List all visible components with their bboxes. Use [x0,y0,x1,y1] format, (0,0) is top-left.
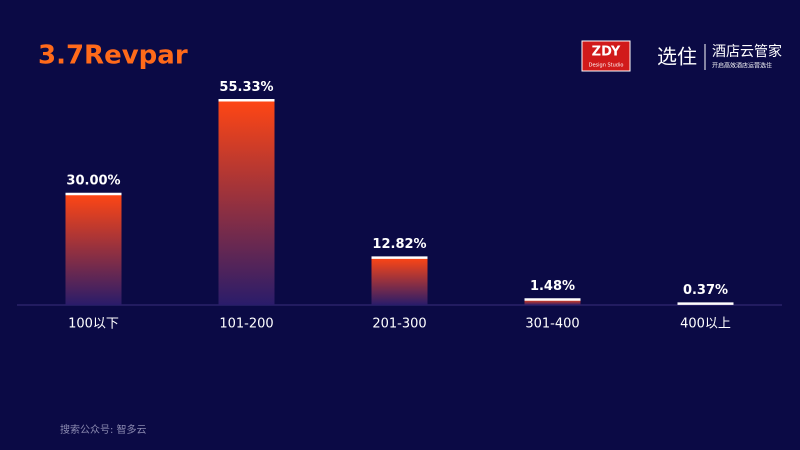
value-label: 12.82% [372,237,426,252]
zdy-sub: Design Studio [589,63,624,69]
x-tick-label: 101-200 [219,317,273,332]
zdy-text: ZDY [592,45,621,60]
brand-logo: 选住 [657,45,697,69]
brand-name: 酒店云管家 [712,43,782,60]
brand-slogan: 开启高效酒店运营选住 [712,62,772,70]
chart-title: 3.7Revpar [38,41,188,71]
value-label: 30.00% [66,174,120,189]
x-tick-label: 201-300 [372,317,426,332]
bar [524,299,581,305]
bar [65,194,122,305]
x-tick-label: 301-400 [525,317,579,332]
zdy-logo: ZDY Design Studio [581,40,631,72]
zdy-box [581,40,631,72]
bar [371,257,428,305]
value-label: 0.37% [683,283,728,298]
x-tick-label: 400以上 [680,317,731,332]
footer: 搜索公众号: 智多云 [60,423,147,436]
value-label: 1.48% [530,279,575,294]
x-tick-label: 100以下 [68,317,119,332]
value-label: 55.33% [219,80,273,95]
bar [218,100,275,306]
